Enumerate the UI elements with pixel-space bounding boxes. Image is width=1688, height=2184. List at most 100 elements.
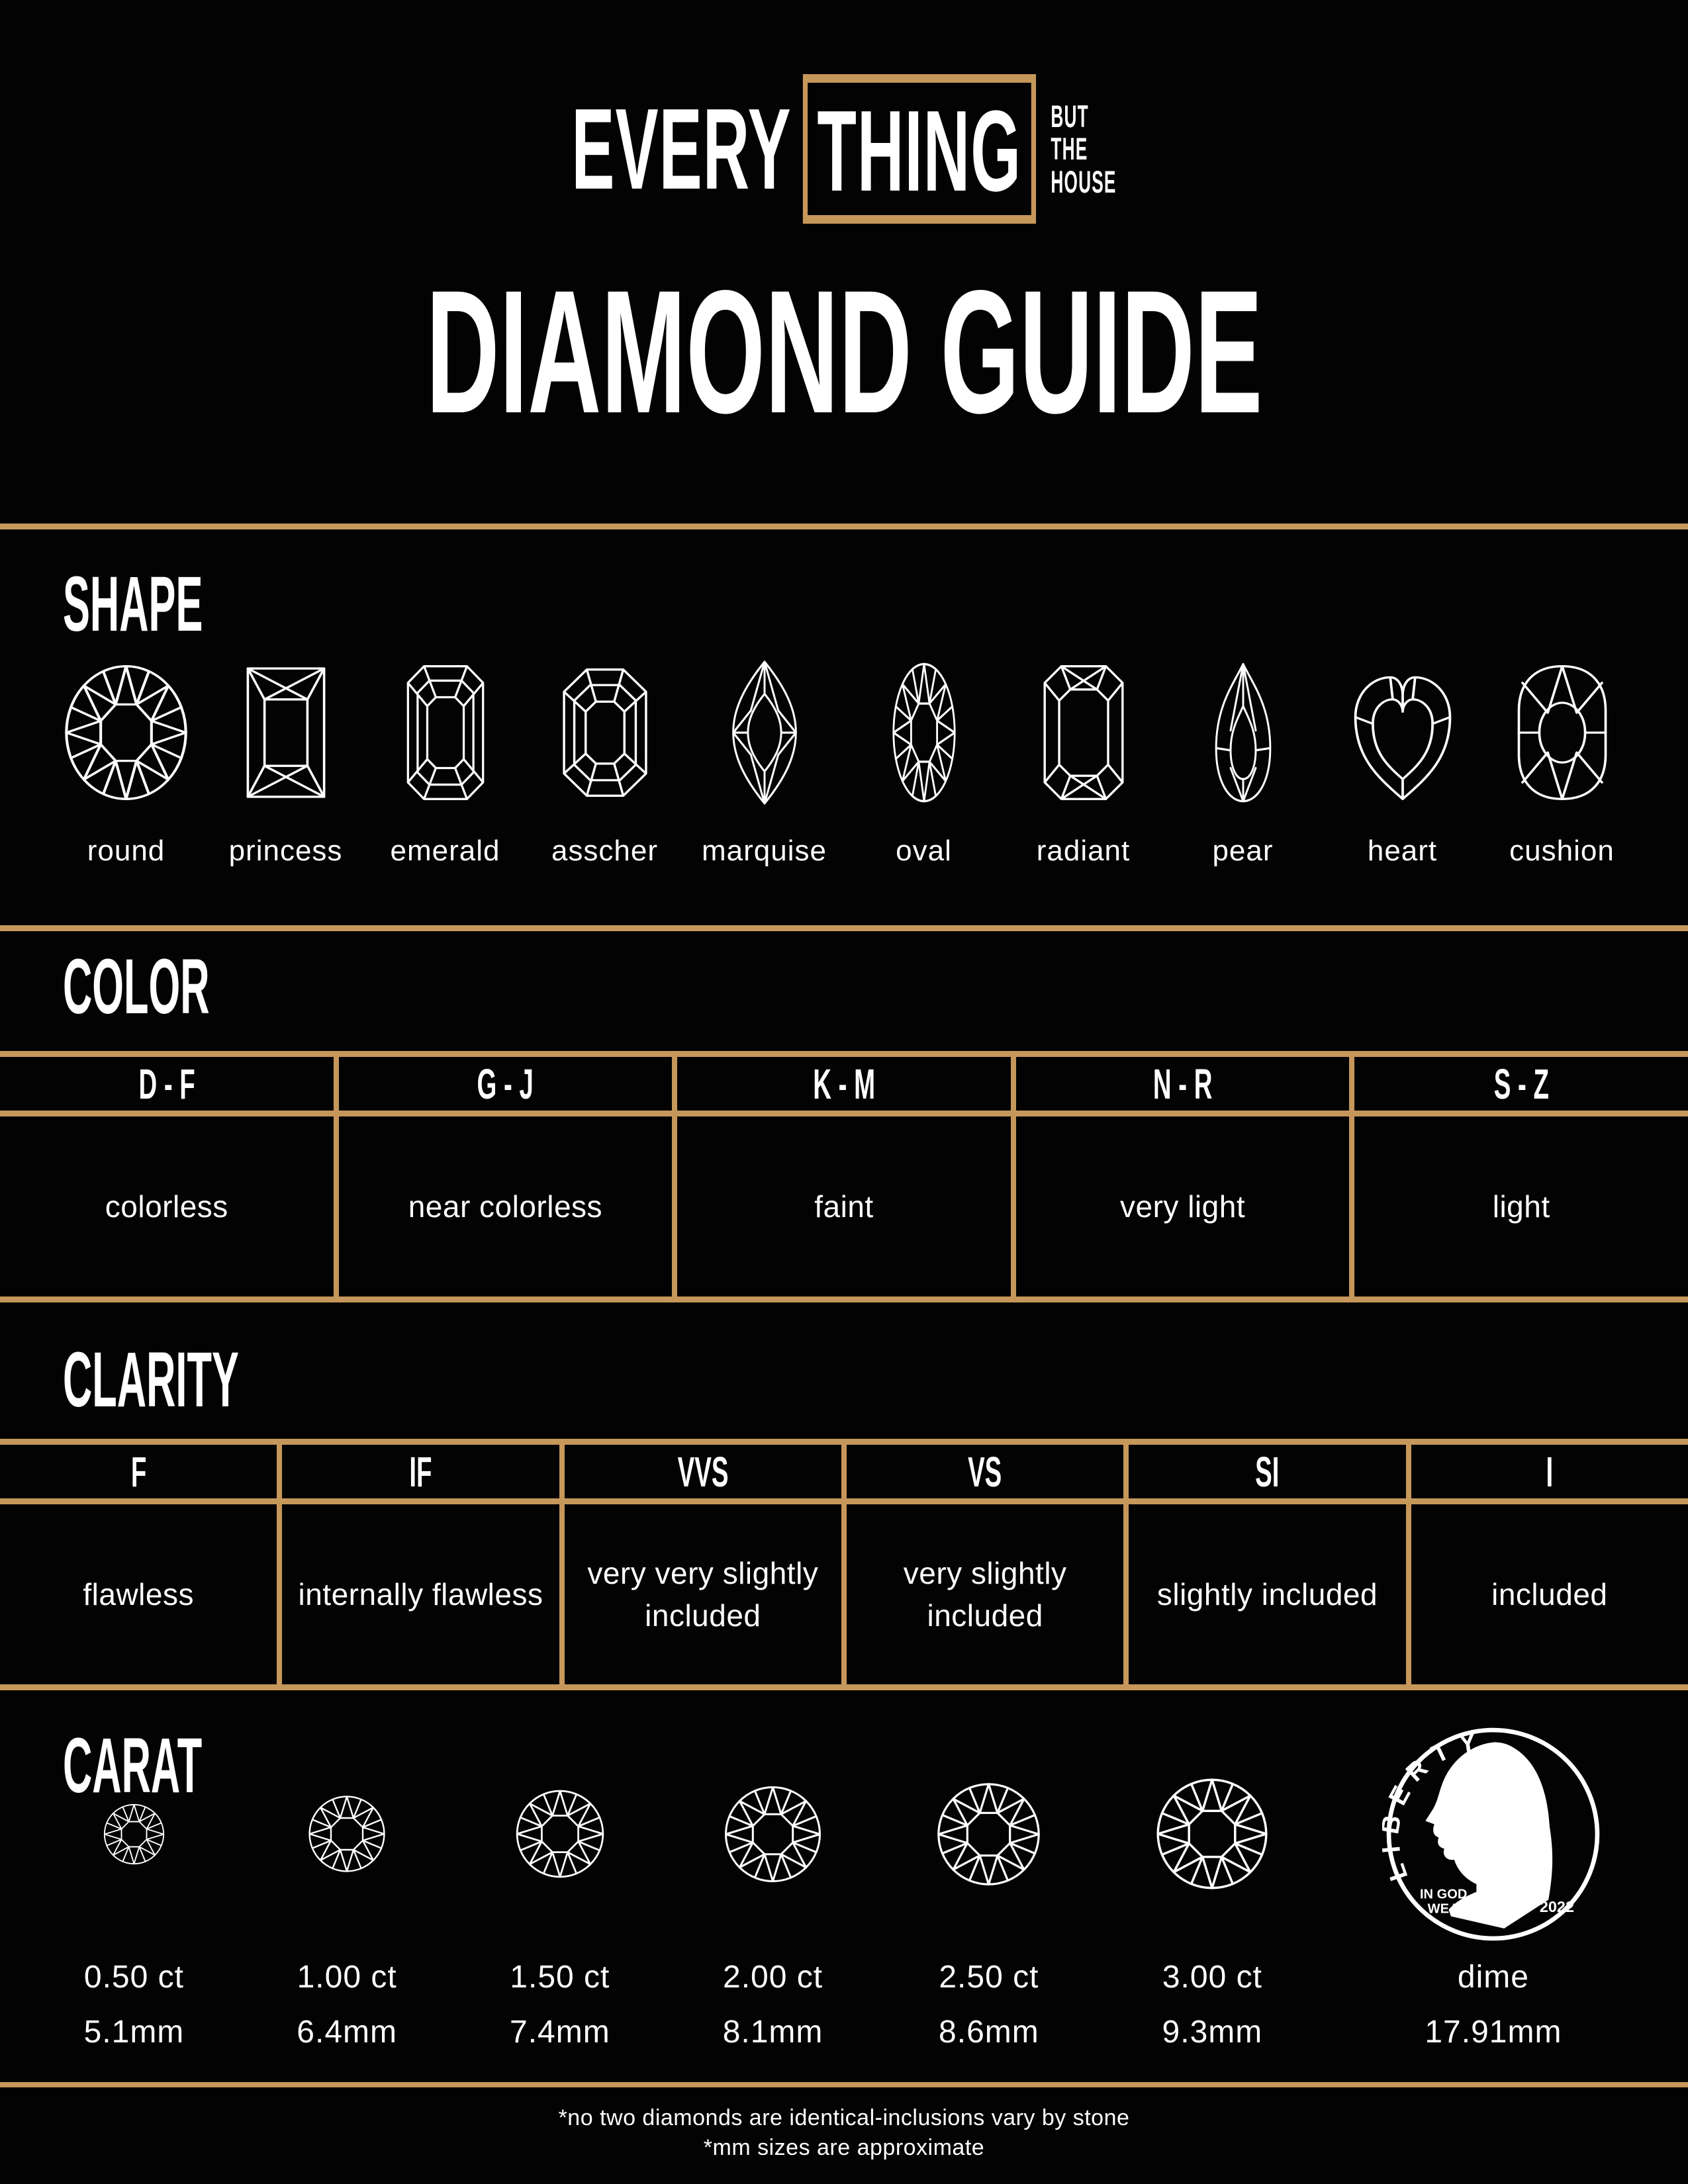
- color-grade-cell: S - Z: [1349, 1057, 1688, 1111]
- shape-label-row: round princess emerald asscher marquise …: [0, 831, 1688, 871]
- color-desc-cell: very light: [1010, 1116, 1350, 1297]
- shape-label: princess: [228, 835, 343, 867]
- color-table: D - F G - J K - M N - R S - Z colorless …: [0, 1051, 1688, 1302]
- color-grade-cell: D - F: [138, 1060, 195, 1108]
- carat-item: 2.00 ct 8.1mm: [723, 1718, 823, 2050]
- asscher-diamond-icon: [562, 668, 647, 797]
- color-heading: COLOR: [63, 943, 210, 1030]
- carat-value: 2.50 ct: [939, 1960, 1039, 1995]
- heart-diamond-icon: [1354, 676, 1451, 800]
- pear-diamond-icon: [1215, 662, 1271, 803]
- color-desc-cell: colorless: [105, 1189, 228, 1224]
- carat-diamond-icon: [516, 1790, 604, 1878]
- tagline-line: BUT: [1051, 99, 1089, 134]
- divider-line: [0, 2082, 1688, 2087]
- carat-value: 3.00 ct: [1162, 1960, 1262, 1995]
- clarity-desc-cell: included: [1405, 1504, 1688, 1684]
- brand-tagline: BUT THE HOUSE: [1051, 99, 1117, 199]
- carat-item: 3.00 ct 9.3mm: [1154, 1718, 1270, 2050]
- shape-label: radiant: [1036, 835, 1131, 867]
- dime-coin-icon: LIBERTY IN GOD WE TRUST 2022: [1382, 1726, 1600, 1940]
- carat-item: 2.50 ct 8.6mm: [935, 1718, 1042, 2050]
- color-grade-cell: N - R: [1010, 1057, 1350, 1111]
- carat-heading: CARAT: [63, 1722, 203, 1809]
- shape-label: pear: [1212, 835, 1274, 867]
- shape-label: marquise: [702, 835, 827, 867]
- shape-label: oval: [896, 835, 952, 867]
- tagline-line: HOUSE: [1051, 163, 1117, 199]
- motto-line-1: IN GOD: [1420, 1887, 1467, 1901]
- carat-item: 1.00 ct 6.4mm: [297, 1718, 397, 2050]
- carat-item: 0.50 ct 5.1mm: [84, 1718, 185, 2050]
- brand-thing-box: THING: [802, 74, 1036, 224]
- round-diamond-icon: [65, 665, 187, 800]
- cushion-diamond-icon: [1517, 665, 1607, 800]
- divider-line: [0, 523, 1688, 529]
- clarity-desc-cell: very slightly included: [841, 1504, 1123, 1684]
- clarity-desc-cell: very very slightly included: [559, 1504, 841, 1684]
- clarity-grade-cell: I: [1405, 1445, 1688, 1498]
- color-desc-cell: faint: [672, 1116, 1011, 1297]
- carat-diamond-icon: [725, 1786, 821, 1882]
- radiant-diamond-icon: [1043, 665, 1123, 800]
- clarity-grade-cell: SI: [1123, 1445, 1405, 1498]
- motto-line-2: WE TRUST: [1428, 1901, 1498, 1916]
- carat-value: 1.00 ct: [297, 1960, 397, 1995]
- mm-value: 5.1mm: [83, 2015, 185, 2050]
- carat-diamond-icon: [1156, 1778, 1268, 1889]
- carat-size-row: 0.50 ct 5.1mm 1.00 ct 6.4mm 1.50 ct 7.4m…: [0, 1718, 1688, 2050]
- divider-line: [0, 925, 1688, 931]
- mm-value: 9.3mm: [1162, 2015, 1263, 2050]
- shape-label: asscher: [551, 835, 659, 867]
- color-table-body: colorless near colorless faint very ligh…: [0, 1116, 1688, 1297]
- shape-icon-row: [0, 650, 1688, 815]
- brand-word-every: EVERY: [571, 84, 792, 213]
- dime-mm-value: 17.91mm: [1425, 2015, 1562, 2050]
- carat-diamond-icon: [103, 1803, 165, 1864]
- shape-label: heart: [1367, 835, 1438, 867]
- mm-value: 8.1mm: [722, 2015, 823, 2050]
- tagline-line: THE: [1051, 131, 1088, 167]
- clarity-grade-cell: VVS: [559, 1445, 841, 1498]
- carat-value: 0.50 ct: [83, 1960, 184, 1995]
- clarity-heading: CLARITY: [63, 1336, 239, 1424]
- carat-item: 1.50 ct 7.4mm: [510, 1718, 610, 2050]
- clarity-grade-cell: IF: [277, 1445, 559, 1498]
- carat-value: 1.50 ct: [510, 1960, 610, 1995]
- mm-value: 6.4mm: [297, 2015, 397, 2050]
- color-grade-cell: K - M: [672, 1057, 1011, 1111]
- brand-logo: EVERY THING BUT THE HOUSE: [371, 74, 1317, 224]
- color-table-header: D - F G - J K - M N - R S - Z: [0, 1057, 1688, 1116]
- clarity-table-body: flawless internally flawless very very s…: [0, 1504, 1688, 1684]
- clarity-desc-cell: flawless: [83, 1576, 194, 1612]
- brand-word-thing: THING: [817, 86, 1022, 215]
- color-desc-cell: near colorless: [333, 1116, 673, 1297]
- color-desc-cell: light: [1349, 1116, 1688, 1297]
- carat-diamond-icon: [308, 1796, 385, 1872]
- shape-label: emerald: [390, 835, 500, 867]
- oval-diamond-icon: [892, 662, 956, 803]
- marquise-diamond-icon: [731, 660, 797, 805]
- clarity-grade-cell: F: [130, 1447, 146, 1496]
- dime-label: dime: [1457, 1960, 1529, 1995]
- color-grade-cell: G - J: [333, 1057, 673, 1111]
- coin-year: 2022: [1540, 1897, 1574, 1915]
- carat-diamond-icon: [937, 1782, 1041, 1886]
- clarity-table-header: F IF VVS VS SI I: [0, 1445, 1688, 1504]
- footnote-line: *no two diamonds are identical-inclusion…: [558, 2105, 1130, 2130]
- page-title: DIAMOND GUIDE: [426, 254, 1262, 450]
- clarity-desc-cell: internally flawless: [277, 1504, 559, 1684]
- shape-label: round: [87, 835, 165, 867]
- carat-value: 2.00 ct: [723, 1960, 823, 1995]
- shape-heading: SHAPE: [63, 561, 203, 648]
- dime-rim: [1387, 1727, 1600, 1940]
- mm-value: 7.4mm: [510, 2015, 610, 2050]
- clarity-grade-cell: VS: [841, 1445, 1123, 1498]
- emerald-diamond-icon: [406, 665, 484, 800]
- footnotes: *no two diamonds are identical-inclusion…: [0, 2103, 1688, 2163]
- clarity-desc-cell: slightly included: [1123, 1504, 1405, 1684]
- mm-value: 8.6mm: [939, 2015, 1039, 2050]
- shape-label: cushion: [1509, 835, 1615, 867]
- roosevelt-profile: [1425, 1741, 1553, 1929]
